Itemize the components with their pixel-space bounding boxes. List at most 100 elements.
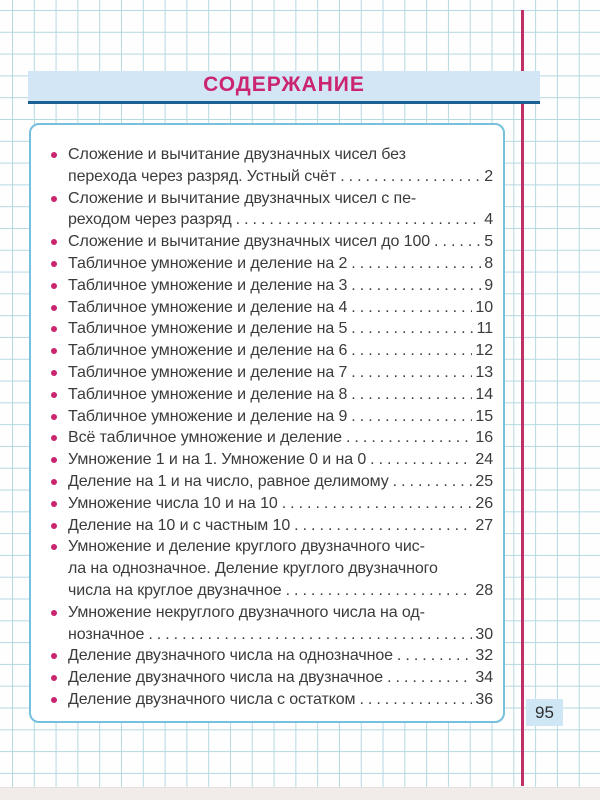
bullet-icon bbox=[51, 260, 57, 267]
toc-line: Умножение числа 10 и на 10 26 bbox=[68, 493, 493, 515]
toc-entry-text: Табличное умножение и деление на 6 bbox=[68, 342, 348, 360]
toc-entry: Умножение числа 10 и на 10 26 bbox=[68, 493, 493, 515]
toc-entry: Деление двузначного числа на двузначное 3… bbox=[68, 667, 493, 689]
dot-leader bbox=[394, 645, 472, 667]
bullet-icon bbox=[51, 500, 57, 507]
toc-line: Табличное умножение и деление на 9 15 bbox=[68, 406, 493, 428]
bullet-icon bbox=[51, 369, 57, 376]
toc-line: Табличное умножение и деление на 3 9 bbox=[68, 275, 493, 297]
dot-leader bbox=[390, 471, 473, 493]
dot-leader bbox=[343, 427, 472, 449]
toc-entry-text: перехода через разряд. Устный счёт bbox=[68, 167, 337, 185]
toc-entry-text: Деление на 1 и на число, равное делимому bbox=[68, 472, 389, 490]
toc-line: реходом через разряд 4 bbox=[68, 209, 493, 231]
contents-title-bar: СОДЕРЖАНИЕ bbox=[28, 71, 540, 104]
toc-line: Деление двузначного числа с остатком 36 bbox=[68, 689, 493, 711]
toc-entry-text: Табличное умножение и деление на 7 bbox=[68, 363, 348, 381]
toc-item: Умножение и деление круглого двузначного… bbox=[51, 536, 493, 601]
bullet-icon bbox=[51, 304, 57, 311]
toc-list: Сложение и вычитание двузначных чисел бе… bbox=[51, 144, 493, 711]
toc-item: Табличное умножение и деление на 5 11 bbox=[51, 318, 493, 340]
toc-item: Сложение и вычитание двузначных чисел бе… bbox=[51, 144, 493, 188]
toc-line: числа на круглое двузначное 28 bbox=[68, 580, 493, 602]
bullet-icon bbox=[51, 675, 57, 682]
toc-entry-text: Табличное умножение и деление на 2 bbox=[68, 254, 348, 272]
toc-entry-text: Деление двузначного числа с остатком bbox=[68, 690, 356, 708]
toc-page-number: 12 bbox=[475, 342, 493, 360]
toc-page-number: 28 bbox=[475, 581, 493, 599]
toc-entry-text: Табличное умножение и деление на 4 bbox=[68, 298, 348, 316]
dot-leader bbox=[233, 209, 482, 231]
toc-entry-text: Умножение 1 и на 1. Умножение 0 и на 0 bbox=[68, 451, 367, 469]
toc-entry: Умножение и деление круглого двузначного… bbox=[68, 536, 493, 601]
dot-leader bbox=[348, 275, 481, 297]
toc-item: Табличное умножение и деление на 2 8 bbox=[51, 253, 493, 275]
dot-leader bbox=[348, 297, 472, 319]
toc-line: Табличное умножение и деление на 4 10 bbox=[68, 297, 493, 319]
bullet-icon bbox=[51, 653, 57, 660]
toc-page-number: 32 bbox=[475, 647, 493, 665]
toc-item: Деление двузначного числа на двузначное 3… bbox=[51, 667, 493, 689]
dot-leader bbox=[348, 406, 472, 428]
toc-page-number: 9 bbox=[484, 276, 493, 294]
toc-item: Всё табличное умножение и деление 16 bbox=[51, 427, 493, 449]
contents-box: Сложение и вычитание двузначных чисел бе… bbox=[29, 123, 505, 723]
toc-page-number: 36 bbox=[475, 690, 493, 708]
toc-entry: Табличное умножение и деление на 2 8 bbox=[68, 253, 493, 275]
toc-entry: Умножение некруглого двузначного числа н… bbox=[68, 602, 493, 646]
toc-line: Умножение некруглого двузначного числа н… bbox=[68, 603, 425, 621]
toc-item: Табличное умножение и деление на 6 12 bbox=[51, 340, 493, 362]
toc-line: Сложение и вычитание двузначных чисел с … bbox=[68, 189, 417, 207]
toc-entry: Сложение и вычитание двузначных чисел с … bbox=[68, 188, 493, 232]
toc-entry: Табличное умножение и деление на 3 9 bbox=[68, 275, 493, 297]
dot-leader bbox=[348, 340, 472, 362]
toc-page-number: 30 bbox=[475, 625, 493, 643]
dot-leader bbox=[337, 166, 481, 188]
toc-item: Умножение 1 и на 1. Умножение 0 и на 0 24 bbox=[51, 449, 493, 471]
bullet-icon bbox=[51, 391, 57, 398]
toc-entry: Деление двузначного числа на однозначное… bbox=[68, 645, 493, 667]
toc-entry: Деление двузначного числа с остатком 36 bbox=[68, 689, 493, 711]
toc-line: Всё табличное умножение и деление 16 bbox=[68, 427, 493, 449]
toc-item: Табличное умножение и деление на 7 13 bbox=[51, 362, 493, 384]
toc-line: Деление двузначного числа на двузначное 3… bbox=[68, 667, 493, 689]
toc-entry-text: числа на круглое двузначное bbox=[68, 581, 282, 599]
toc-line: Деление на 10 и с частным 10 27 bbox=[68, 515, 493, 537]
toc-line: перехода через разряд. Устный счёт 2 bbox=[68, 166, 493, 188]
toc-entry-text: Табличное умножение и деление на 3 bbox=[68, 276, 348, 294]
toc-entry: Умножение 1 и на 1. Умножение 0 и на 0 24 bbox=[68, 449, 493, 471]
bullet-icon bbox=[51, 478, 57, 485]
toc-line: Умножение и деление круглого двузначного… bbox=[68, 538, 425, 556]
dot-leader bbox=[348, 384, 472, 406]
toc-page-number: 2 bbox=[484, 167, 493, 185]
toc-line: Деление двузначного числа на однозначное… bbox=[68, 645, 493, 667]
toc-entry: Табличное умножение и деление на 9 15 bbox=[68, 406, 493, 428]
toc-line: ла на однозначное. Деление круглого двуз… bbox=[68, 560, 438, 578]
bullet-icon bbox=[51, 348, 57, 355]
toc-entry: Деление на 10 и с частным 10 27 bbox=[68, 515, 493, 537]
page-title: СОДЕРЖАНИЕ bbox=[203, 73, 365, 96]
bullet-icon bbox=[51, 152, 57, 158]
bullet-icon bbox=[51, 522, 57, 529]
page-number-badge: 95 bbox=[526, 699, 563, 726]
toc-entry-text: реходом через разряд bbox=[68, 211, 232, 229]
dot-leader bbox=[367, 449, 472, 471]
bullet-icon bbox=[51, 609, 57, 616]
toc-entry-text: Деление двузначного числа на однозначное bbox=[68, 647, 393, 665]
toc-entry-text: Умножение числа 10 и на 10 bbox=[68, 494, 278, 512]
toc-entry: Табличное умножение и деление на 7 13 bbox=[68, 362, 493, 384]
toc-item: Деление двузначного числа на однозначное… bbox=[51, 645, 493, 667]
toc-entry: Табличное умножение и деление на 6 12 bbox=[68, 340, 493, 362]
toc-entry-text: Всё табличное умножение и деление bbox=[68, 429, 342, 447]
dot-leader bbox=[348, 253, 481, 275]
bullet-icon bbox=[51, 435, 57, 442]
toc-page-number: 25 bbox=[475, 472, 493, 490]
dot-leader bbox=[145, 624, 472, 646]
toc-item: Умножение числа 10 и на 10 26 bbox=[51, 493, 493, 515]
dot-leader bbox=[279, 493, 473, 515]
toc-entry-text: Табличное умножение и деление на 9 bbox=[68, 407, 348, 425]
notebook-margin-line bbox=[521, 10, 524, 786]
dot-leader bbox=[431, 231, 481, 253]
toc-item: Деление двузначного числа с остатком 36 bbox=[51, 689, 493, 711]
